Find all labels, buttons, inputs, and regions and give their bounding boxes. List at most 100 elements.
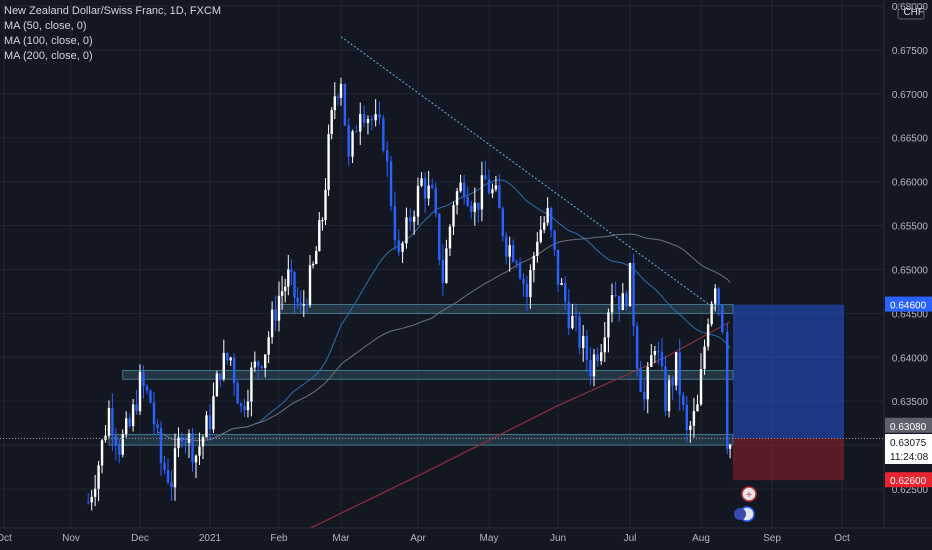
ma-200-label[interactable]: MA (200, close, 0)	[4, 50, 93, 62]
time-tick-label: May	[480, 533, 499, 544]
candle-body	[664, 366, 667, 412]
candle-body	[138, 371, 142, 412]
candle-body	[714, 288, 717, 304]
ma-100-line	[157, 233, 731, 442]
candle-body	[438, 213, 441, 260]
sr-zone	[108, 434, 734, 446]
candle-body	[215, 373, 219, 397]
current-price-label: 0.63075	[890, 438, 927, 449]
candle-body	[191, 433, 194, 463]
candle-body	[726, 332, 729, 449]
candle-body	[382, 118, 385, 151]
candle-body	[243, 406, 246, 411]
time-tick-label: Apr	[410, 533, 426, 544]
candle-body	[330, 110, 333, 134]
time-tick-label: Oct	[834, 533, 850, 544]
candle-body	[696, 404, 699, 412]
candle-body	[311, 264, 315, 266]
candle-body	[149, 390, 152, 403]
candle-body	[578, 316, 581, 349]
candle-body	[717, 288, 720, 306]
time-tick-label: Dec	[131, 533, 149, 544]
candle-body	[308, 265, 312, 306]
candle-body	[455, 191, 459, 206]
candle-body	[614, 295, 617, 297]
trendline[interactable]	[340, 36, 716, 310]
candle-body	[299, 302, 302, 306]
candle-body	[515, 261, 518, 263]
candle-body	[270, 309, 274, 338]
candle-body	[459, 182, 462, 192]
candle-body	[201, 437, 205, 447]
candle-body	[706, 324, 710, 347]
price-axis[interactable]: 0.625000.630000.635000.640000.645000.650…	[883, 0, 932, 550]
price-axis-labels: 0.64600 0.63080 0.63075 11:24:08 0.62600	[885, 296, 932, 488]
time-axis[interactable]: Oct Nov Dec 2021 Feb Mar Apr May Jun Jul Aug Sep Oct	[0, 527, 932, 550]
candle-body	[296, 297, 299, 303]
candle-body	[536, 241, 539, 256]
candle-body	[728, 444, 732, 449]
candle-body	[389, 161, 393, 207]
sr-zone	[122, 370, 734, 380]
candle-body	[470, 205, 473, 212]
price-tick-label: 0.66000	[892, 178, 929, 189]
candle-body	[632, 262, 635, 327]
candle-body	[621, 293, 624, 310]
candle-body	[401, 243, 404, 252]
candle-body	[560, 283, 563, 285]
candle-body	[405, 217, 408, 244]
candle-body	[434, 188, 437, 214]
candle-body	[466, 197, 469, 206]
price-tick-label: 0.66500	[892, 134, 929, 145]
event-markers[interactable]: +	[734, 486, 757, 522]
candle-body	[487, 179, 491, 194]
time-tick-label: Jun	[550, 533, 566, 544]
candle-body	[646, 366, 649, 400]
candle-body	[703, 346, 706, 369]
chart-legend: New Zealand Dollar/Swiss Franc, 1D, FXCM…	[4, 4, 221, 64]
price-tick-label: 0.65000	[892, 265, 929, 276]
price-tick-label: 0.63500	[892, 397, 929, 408]
candle-body	[128, 418, 131, 427]
candle-body	[484, 175, 487, 180]
candle-body	[159, 428, 163, 463]
current-price-label-bg	[885, 434, 932, 465]
candle-body	[473, 202, 476, 212]
candle-body	[416, 185, 420, 217]
event-flag-icon	[741, 486, 757, 502]
candle-body	[90, 496, 93, 503]
time-tick-label: Mar	[332, 533, 350, 544]
long-position-tool[interactable]	[732, 304, 844, 481]
candle-body	[166, 470, 170, 483]
candle-body	[431, 185, 434, 189]
candle-body	[498, 185, 501, 209]
candle-body	[480, 175, 484, 210]
ma-50-label[interactable]: MA (50, close, 0)	[4, 20, 87, 32]
candle-body	[355, 131, 358, 133]
candle-body	[643, 391, 646, 400]
candle-body	[339, 83, 343, 98]
candle-body	[287, 269, 290, 287]
time-tick-label: Jul	[624, 533, 637, 544]
candle-body	[359, 114, 362, 132]
candle-body	[423, 178, 427, 199]
candle-body	[532, 255, 536, 271]
candle-body	[114, 435, 118, 446]
candle-body	[452, 205, 455, 227]
candle-body	[635, 326, 639, 369]
candle-body	[505, 236, 508, 257]
ma-100-label[interactable]: MA (100, close, 0)	[4, 35, 93, 47]
candle-body	[721, 305, 724, 333]
candle-body	[682, 395, 685, 405]
candle-body	[121, 433, 124, 455]
candle-body	[660, 352, 664, 367]
candle-body	[574, 315, 578, 317]
candle-body	[184, 442, 187, 444]
candle-body	[494, 185, 498, 190]
candle-body	[674, 352, 678, 386]
candle-body	[567, 301, 570, 329]
stop-zone	[732, 438, 844, 481]
symbol-title[interactable]: New Zealand Dollar/Swiss Franc, 1D, FXCM	[4, 5, 222, 17]
candle-body	[564, 283, 567, 302]
